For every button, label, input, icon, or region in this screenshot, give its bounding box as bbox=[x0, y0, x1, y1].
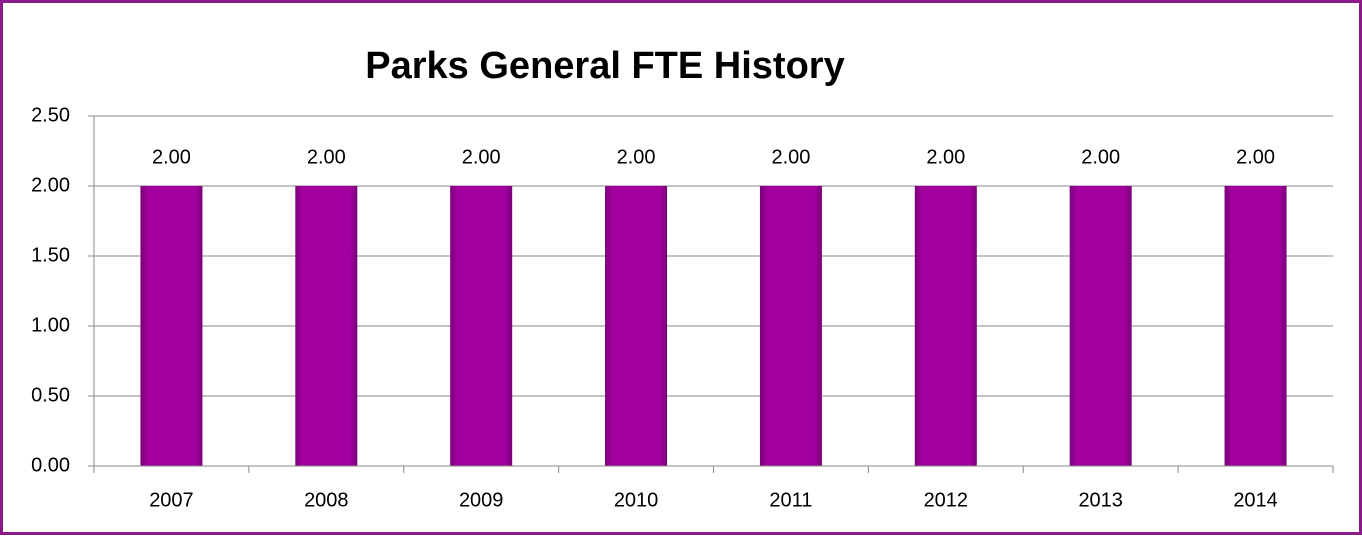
x-tick-label: 2008 bbox=[304, 489, 349, 511]
data-label: 2.00 bbox=[617, 146, 656, 168]
data-label: 2.00 bbox=[771, 146, 810, 168]
data-label: 2.00 bbox=[926, 146, 965, 168]
bar bbox=[295, 186, 358, 466]
bar bbox=[605, 186, 668, 466]
x-tick-label: 2007 bbox=[149, 489, 194, 511]
bar bbox=[140, 186, 203, 466]
x-tick-label: 2010 bbox=[614, 489, 659, 511]
data-label: 2.00 bbox=[152, 146, 191, 168]
bar bbox=[450, 186, 513, 466]
y-tick-label: 1.00 bbox=[31, 314, 70, 336]
y-tick-label: 2.50 bbox=[31, 104, 70, 126]
bar bbox=[914, 186, 977, 466]
y-tick-label: 1.50 bbox=[31, 244, 70, 266]
bar bbox=[1069, 186, 1132, 466]
data-label: 2.00 bbox=[1236, 146, 1275, 168]
x-tick-label: 2012 bbox=[924, 489, 969, 511]
data-label: 2.00 bbox=[462, 146, 501, 168]
x-tick-label: 2009 bbox=[459, 489, 504, 511]
data-label: 2.00 bbox=[1081, 146, 1120, 168]
data-label: 2.00 bbox=[307, 146, 346, 168]
y-tick-label: 0.50 bbox=[31, 384, 70, 406]
x-tick-label: 2014 bbox=[1233, 489, 1278, 511]
chart-title: Parks General FTE History bbox=[365, 45, 844, 87]
bar bbox=[759, 186, 822, 466]
x-tick-label: 2013 bbox=[1078, 489, 1123, 511]
x-tick-label: 2011 bbox=[769, 489, 812, 511]
bar bbox=[1224, 186, 1287, 466]
y-tick-label: 2.00 bbox=[31, 174, 70, 196]
y-tick-label: 0.00 bbox=[31, 454, 70, 476]
